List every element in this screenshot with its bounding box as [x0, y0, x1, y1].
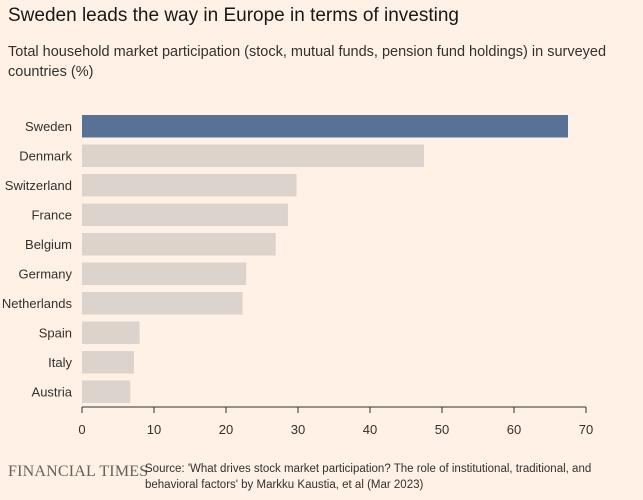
bar-chart: Sweden Denmark Switzerland France Belgium Ger…	[2, 115, 593, 437]
bar-belgium	[82, 233, 276, 256]
bar-denmark	[82, 144, 424, 167]
x-tick-label-50: 50	[435, 422, 449, 437]
bars-layer	[82, 115, 568, 403]
chart-subtitle: Total household market participation (st…	[8, 44, 607, 80]
category-label-sweden: Sweden	[25, 119, 72, 134]
bar-spain	[82, 321, 140, 344]
x-tick-label-40: 40	[363, 422, 377, 437]
x-tick-label-70: 70	[579, 422, 593, 437]
bar-netherlands	[82, 292, 243, 315]
category-label-germany: Germany	[19, 266, 73, 281]
bar-italy	[82, 351, 134, 374]
x-tick-label-0: 0	[78, 422, 85, 437]
x-tick-label-60: 60	[507, 422, 521, 437]
bar-austria	[82, 380, 131, 403]
x-tick-label-30: 30	[291, 422, 305, 437]
x-tick-label-20: 20	[219, 422, 233, 437]
bar-france	[82, 203, 288, 226]
category-label-france: France	[32, 207, 72, 222]
category-labels-layer: Sweden Denmark Switzerland France Belgium Ger…	[2, 119, 73, 400]
category-label-austria: Austria	[32, 384, 73, 399]
x-tick-label-10: 10	[147, 422, 161, 437]
category-label-spain: Spain	[39, 325, 72, 340]
bar-germany	[82, 262, 247, 285]
bar-sweden	[82, 115, 568, 138]
category-label-switzerland: Switzerland	[5, 178, 72, 193]
source-note: Source: 'What drives stock market partic…	[145, 463, 592, 491]
category-label-italy: Italy	[48, 355, 72, 370]
category-label-netherlands: Netherlands	[2, 296, 73, 311]
category-label-belgium: Belgium	[25, 237, 72, 252]
financial-times-logo: FINANCIAL TIMES	[8, 463, 149, 480]
x-axis: 0 10 20 30 40 50 60 70	[78, 406, 593, 437]
category-label-denmark: Denmark	[19, 148, 72, 163]
bar-switzerland	[82, 174, 297, 197]
chart-title: Sweden leads the way in Europe in terms …	[8, 5, 459, 26]
